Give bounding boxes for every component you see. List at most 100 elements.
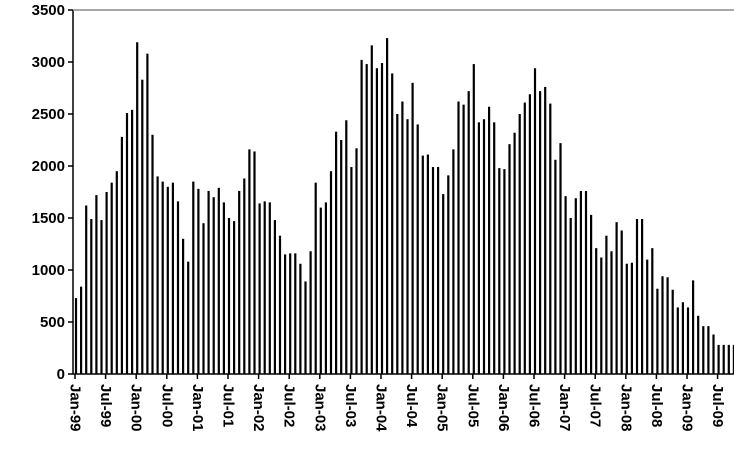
x-tick-label: Jul-04 — [403, 384, 420, 428]
y-tick-label: 500 — [40, 314, 65, 331]
bar — [324, 202, 327, 374]
bar — [646, 259, 649, 374]
bar — [569, 218, 572, 374]
bar — [426, 154, 429, 374]
x-tick-label: Jan-08 — [617, 384, 634, 432]
bar — [651, 248, 654, 374]
bar — [85, 205, 88, 374]
bar — [421, 155, 424, 374]
x-tick-label: Jul-01 — [220, 384, 237, 427]
bar — [457, 101, 460, 375]
bar — [284, 254, 287, 374]
bar — [151, 134, 154, 374]
bar — [595, 248, 598, 374]
bar — [273, 220, 276, 374]
x-tick-label: Jan-07 — [556, 384, 573, 432]
bar — [411, 82, 414, 375]
bar — [539, 91, 542, 375]
bar — [661, 276, 664, 374]
bar — [350, 167, 353, 374]
bar — [95, 195, 98, 374]
bar — [686, 307, 690, 374]
bar — [513, 132, 516, 374]
bar — [732, 344, 734, 374]
bar — [166, 186, 169, 374]
bar — [523, 102, 526, 374]
bar — [100, 220, 103, 374]
bar — [294, 253, 297, 374]
x-axis-ticks: Jan-99 Jul-99 Jan-00 Jul-00 Jan-01 Jul-01 Jan-… — [67, 374, 726, 432]
bar — [692, 280, 695, 374]
bar — [278, 235, 282, 374]
bar — [207, 190, 210, 374]
bar — [156, 176, 159, 374]
bar — [141, 79, 144, 375]
bar — [722, 344, 725, 374]
bar — [105, 192, 108, 374]
bar — [697, 315, 700, 374]
bar — [120, 136, 123, 374]
bar — [233, 221, 236, 374]
bar — [227, 218, 231, 374]
bar — [309, 251, 312, 374]
bar — [472, 64, 475, 374]
bar — [584, 190, 588, 374]
bar — [345, 120, 348, 375]
bar — [115, 171, 118, 374]
bar — [620, 230, 623, 374]
bar — [136, 42, 139, 375]
x-tick-label: Jan-00 — [128, 384, 145, 432]
bar — [702, 326, 705, 374]
bar — [681, 302, 684, 374]
bar — [482, 119, 486, 374]
bar — [396, 114, 399, 374]
bar — [380, 63, 384, 374]
x-tick-label: Jul-08 — [648, 384, 665, 427]
bar — [335, 131, 338, 374]
bar — [498, 168, 501, 374]
bar — [202, 223, 205, 374]
bar — [590, 214, 593, 374]
bar — [447, 175, 450, 374]
bar — [508, 144, 511, 374]
bar — [635, 219, 639, 374]
bar — [253, 151, 256, 374]
bar — [610, 251, 613, 374]
bar — [319, 207, 322, 374]
bar — [258, 203, 261, 374]
bar — [574, 198, 577, 374]
bar — [355, 148, 358, 374]
y-tick-label: 1500 — [32, 210, 65, 227]
y-tick-label: 3500 — [32, 2, 65, 19]
bar — [600, 257, 603, 374]
bar — [406, 119, 409, 374]
bar — [452, 149, 455, 374]
bar — [503, 169, 506, 374]
bar — [238, 190, 241, 374]
bar — [248, 149, 251, 374]
x-tick-label: Jul-02 — [281, 384, 298, 427]
bar — [110, 182, 113, 374]
bar — [197, 188, 200, 374]
bar — [391, 73, 394, 374]
bars-group — [74, 38, 734, 375]
x-tick-label: Jan-06 — [495, 384, 512, 432]
bar — [243, 178, 246, 374]
bar — [533, 68, 537, 375]
bar — [727, 344, 730, 374]
bar — [304, 281, 307, 374]
bar — [370, 45, 373, 375]
x-tick-label: Jan-05 — [434, 384, 451, 432]
x-tick-label: Jan-09 — [679, 384, 696, 432]
bar — [442, 194, 445, 374]
y-tick-label: 0 — [57, 366, 65, 383]
bar — [131, 109, 134, 374]
bar — [263, 201, 266, 374]
bar — [712, 334, 715, 374]
bar — [375, 68, 378, 375]
bar — [717, 344, 720, 374]
x-tick-label: Jan-01 — [189, 384, 206, 432]
bar — [579, 190, 582, 374]
bar — [125, 112, 129, 375]
bar — [528, 94, 531, 375]
